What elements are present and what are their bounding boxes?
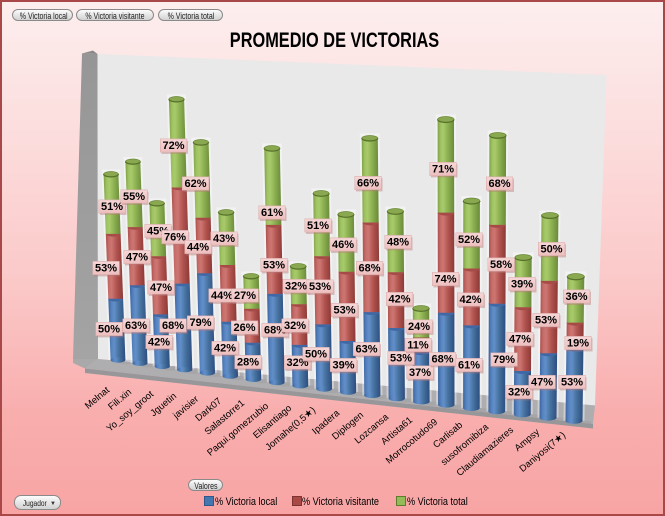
- svg-text:11%: 11%: [407, 340, 429, 352]
- svg-text:51%: 51%: [307, 220, 329, 232]
- svg-text:68%: 68%: [358, 263, 380, 275]
- svg-text:79%: 79%: [493, 354, 515, 366]
- svg-text:74%: 74%: [434, 274, 456, 286]
- svg-text:48%: 48%: [387, 237, 409, 249]
- svg-text:53%: 53%: [333, 305, 355, 317]
- svg-text:79%: 79%: [189, 317, 211, 329]
- svg-text:47%: 47%: [126, 252, 148, 264]
- svg-text:47%: 47%: [531, 377, 553, 389]
- svg-text:44%: 44%: [211, 290, 233, 302]
- svg-text:63%: 63%: [355, 344, 377, 356]
- svg-text:53%: 53%: [561, 377, 583, 389]
- svg-text:53%: 53%: [309, 281, 331, 293]
- svg-text:36%: 36%: [565, 291, 587, 303]
- svg-text:68%: 68%: [431, 354, 453, 366]
- svg-text:39%: 39%: [511, 279, 533, 291]
- svg-text:32%: 32%: [284, 320, 306, 332]
- svg-text:53%: 53%: [535, 315, 557, 327]
- svg-text:42%: 42%: [214, 343, 236, 355]
- svg-text:58%: 58%: [490, 259, 512, 271]
- svg-text:42%: 42%: [148, 337, 170, 349]
- svg-text:63%: 63%: [125, 320, 147, 332]
- svg-text:52%: 52%: [458, 234, 480, 246]
- svg-text:50%: 50%: [98, 324, 120, 336]
- svg-text:55%: 55%: [123, 191, 145, 203]
- svg-text:71%: 71%: [432, 164, 454, 176]
- svg-text:50%: 50%: [305, 349, 327, 361]
- svg-text:42%: 42%: [459, 294, 481, 306]
- svg-text:72%: 72%: [162, 140, 184, 152]
- svg-text:50%: 50%: [540, 244, 562, 256]
- svg-text:46%: 46%: [332, 239, 354, 251]
- svg-text:51%: 51%: [101, 201, 123, 213]
- svg-text:53%: 53%: [390, 353, 412, 365]
- svg-text:43%: 43%: [213, 233, 235, 245]
- svg-text:68%: 68%: [488, 178, 510, 190]
- svg-text:61%: 61%: [261, 207, 283, 219]
- svg-text:76%: 76%: [164, 232, 186, 244]
- svg-text:61%: 61%: [458, 360, 480, 372]
- svg-text:62%: 62%: [184, 178, 206, 190]
- svg-text:68%: 68%: [264, 325, 286, 337]
- svg-text:37%: 37%: [409, 367, 431, 379]
- svg-text:47%: 47%: [509, 334, 531, 346]
- svg-text:68%: 68%: [162, 320, 184, 332]
- svg-text:19%: 19%: [567, 338, 589, 350]
- svg-text:66%: 66%: [357, 178, 379, 190]
- svg-text:32%: 32%: [285, 281, 307, 293]
- svg-text:26%: 26%: [233, 322, 255, 334]
- svg-text:47%: 47%: [150, 282, 172, 294]
- svg-text:53%: 53%: [263, 260, 285, 272]
- svg-text:53%: 53%: [95, 263, 117, 275]
- svg-text:28%: 28%: [237, 357, 259, 369]
- svg-text:39%: 39%: [332, 360, 354, 372]
- svg-text:27%: 27%: [234, 290, 256, 302]
- svg-text:44%: 44%: [187, 242, 209, 254]
- svg-text:32%: 32%: [508, 387, 530, 399]
- svg-text:24%: 24%: [408, 321, 430, 333]
- svg-text:42%: 42%: [388, 294, 410, 306]
